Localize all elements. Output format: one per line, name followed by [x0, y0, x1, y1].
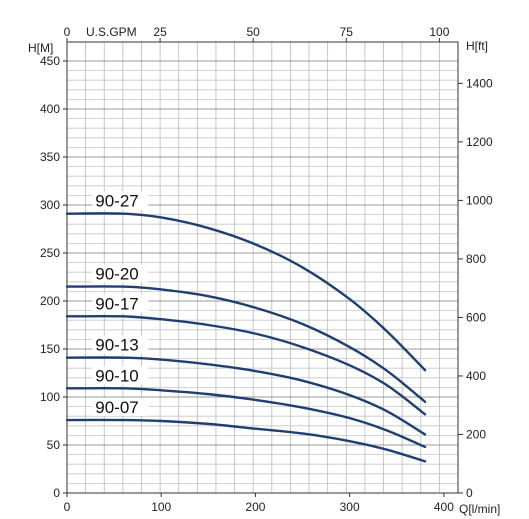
x-tick-label: 100 [151, 500, 171, 514]
series-label-90-07: 90-07 [95, 398, 138, 417]
x2-tick-label: 75 [340, 25, 354, 39]
y-tick-label: 150 [40, 342, 60, 356]
y-tick-label: 0 [53, 486, 60, 500]
series-label-90-13: 90-13 [95, 336, 138, 355]
y2-tick-label: 1200 [466, 135, 493, 149]
x-tick-label: 0 [64, 500, 71, 514]
series-label-90-27: 90-27 [95, 192, 138, 211]
x2-tick-label: 50 [247, 25, 261, 39]
x2-tick-label: 25 [153, 25, 167, 39]
y-tick-label: 300 [40, 198, 60, 212]
y2-tick-label: 0 [466, 486, 473, 500]
y2-axis-label: H[ft] [466, 39, 488, 53]
y-tick-label: 350 [40, 150, 60, 164]
y2-tick-label: 600 [466, 310, 486, 324]
y-tick-label: 200 [40, 294, 60, 308]
y-tick-label: 450 [40, 54, 60, 68]
x-tick-label: 200 [245, 500, 265, 514]
y2-tick-label: 800 [466, 252, 486, 266]
x-tick-label: 300 [340, 500, 360, 514]
y2-tick-label: 200 [466, 427, 486, 441]
y-axis-label: H[M] [28, 41, 53, 55]
series-labels: 90-27 90-20 90-17 90-13 90-10 90-07 [92, 192, 148, 417]
x2-tick-label: 100 [429, 25, 449, 39]
x-tick-label: 400 [434, 500, 454, 514]
y2-tick-label: 1000 [466, 193, 493, 207]
x2-axis-label: U.S.GPM [86, 25, 137, 39]
series-label-90-17: 90-17 [95, 294, 138, 313]
y-tick-label: 250 [40, 246, 60, 260]
y-tick-label: 100 [40, 390, 60, 404]
y-tick-label: 50 [47, 438, 61, 452]
x2-tick-label: 0 [64, 25, 71, 39]
y-tick-label: 400 [40, 102, 60, 116]
y2-tick-label: 1400 [466, 76, 493, 90]
y2-tick-label: 400 [466, 369, 486, 383]
series-label-90-20: 90-20 [95, 265, 138, 284]
series-label-90-10: 90-10 [95, 366, 138, 385]
x-axis-label: Q[l/min] [459, 502, 500, 516]
